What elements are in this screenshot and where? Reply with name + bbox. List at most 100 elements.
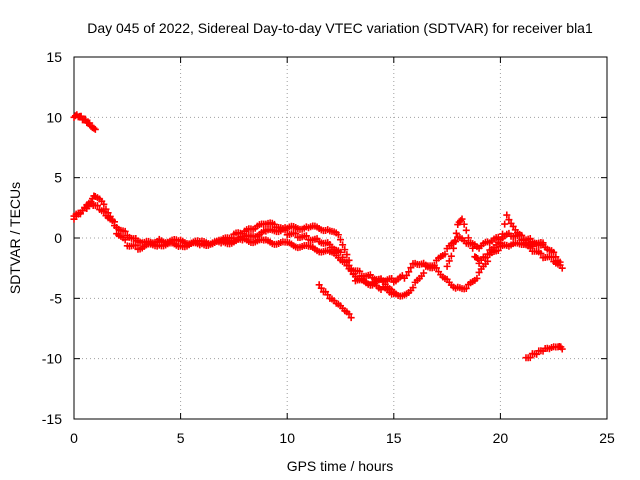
series-arc-low-1 [315,281,355,322]
data-point [481,254,489,262]
data-point [108,217,116,225]
data-point [281,226,289,234]
data-point [496,239,504,247]
data-point [121,227,129,235]
data-point [537,249,545,257]
x-axis-label: GPS time / hours [287,458,394,474]
data-point [432,264,440,272]
data-point [390,290,398,298]
data-point [356,267,364,275]
x-tick-label: 15 [386,430,402,446]
data-point [132,241,140,249]
data-point [341,258,349,266]
data-point [548,253,556,261]
data-point [86,119,94,127]
data-point [343,251,351,259]
data-point [104,209,112,217]
series-arc-main-2 [70,192,566,293]
y-axis-label: SDTVAR / TECUs [7,182,23,294]
data-point [317,284,325,292]
data-point [518,231,526,239]
x-tick-label: 25 [599,430,615,446]
data-point [462,226,470,234]
data-point [106,212,114,220]
y-tick-label: 15 [46,49,62,65]
data-point [501,220,509,228]
y-tick-label: 0 [54,230,62,246]
data-point [90,124,98,132]
data-point [403,271,411,279]
data-point [228,234,236,242]
data-point [324,291,332,299]
data-point [558,345,566,353]
chart-title: Day 045 of 2022, Sidereal Day-to-day VTE… [87,20,593,36]
data-point [337,236,344,244]
data-point [388,274,396,282]
x-tick-label: 5 [177,430,185,446]
data-point [464,234,472,242]
x-tick-label: 10 [279,430,295,446]
data-point [499,230,507,238]
data-point [494,246,502,254]
data-point [93,202,101,210]
series-arc-top-start [70,111,99,133]
data-point [407,264,415,272]
y-tick-label: -10 [42,351,62,367]
data-point [111,222,119,230]
data-point [460,220,468,228]
data-point [441,250,449,258]
data-point [87,198,95,206]
data-point [345,310,353,318]
data-point [339,241,347,249]
data-points [70,111,566,362]
data-point [341,246,349,254]
data-point [292,229,300,237]
series-arc-main-3 [219,219,398,298]
data-point [484,250,492,258]
data-point [452,229,460,237]
y-axis-ticks: 15 10 5 0 -5 -10 -15 [42,49,607,427]
data-point [339,253,347,261]
y-tick-label: -15 [42,411,62,427]
data-point [102,205,110,213]
data-point [302,232,310,240]
data-point [100,200,108,208]
data-point [91,125,99,133]
data-point [409,284,417,292]
data-point [505,216,513,224]
series-arc-low-2 [522,342,566,362]
data-point [447,252,455,260]
data-point [526,354,534,362]
data-point [81,115,89,123]
data-point [467,239,475,247]
data-point [558,264,566,272]
data-point [449,244,457,252]
series-arc-main-4 [443,211,547,270]
data-point [469,244,477,252]
data-point [473,274,481,282]
data-point [458,215,466,223]
data-point [405,268,413,276]
data-point [347,314,355,322]
data-point [443,262,451,270]
data-point [121,236,129,244]
data-point [520,235,528,243]
data-point [550,248,558,256]
x-tick-label: 20 [493,430,509,446]
y-tick-label: -5 [50,290,63,306]
data-point [334,231,342,239]
data-point [451,236,459,244]
data-point [462,284,470,292]
data-point [484,257,492,265]
y-tick-label: 10 [46,109,62,125]
data-point [337,248,344,256]
data-point [503,211,511,219]
data-point [472,253,480,261]
x-tick-label: 0 [70,430,78,446]
data-point [445,257,453,265]
data-point [420,269,428,277]
y-tick-label: 5 [54,170,62,186]
x-axis-ticks: 0 5 10 15 20 25 [70,57,615,446]
